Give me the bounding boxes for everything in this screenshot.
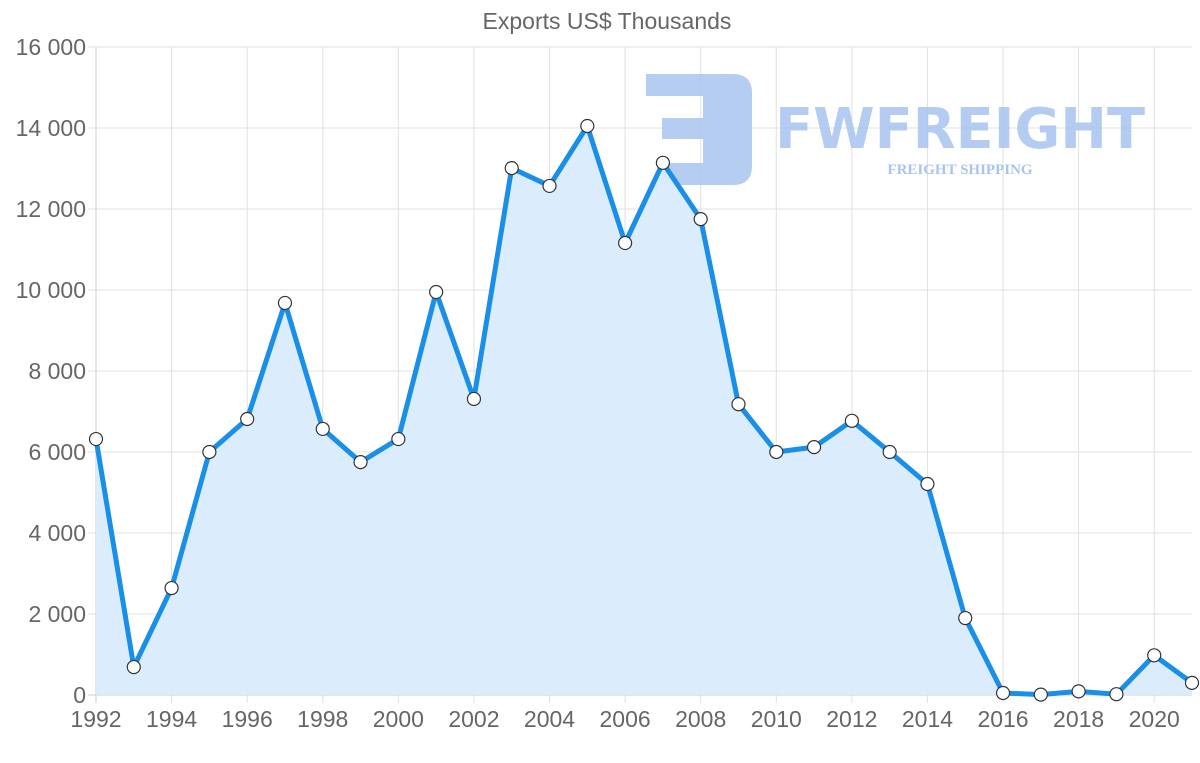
y-tick-label: 12 000	[16, 196, 86, 222]
x-tick-label: 2010	[751, 706, 802, 732]
y-tick-label: 14 000	[16, 115, 86, 141]
x-tick-label: 1992	[70, 706, 121, 732]
data-point-1994[interactable]	[164, 580, 179, 596]
data-point-1992[interactable]	[88, 431, 104, 447]
x-tick-label: 1996	[222, 706, 273, 732]
data-point-1999[interactable]	[353, 455, 368, 470]
x-tick-label: 2002	[448, 706, 499, 732]
data-point-1996[interactable]	[240, 411, 255, 427]
data-point-2001[interactable]	[429, 284, 444, 300]
x-tick-label: 2004	[524, 706, 575, 732]
y-tick-label: 6 000	[28, 439, 86, 465]
y-tick-label: 16 000	[16, 34, 86, 60]
data-point-2017[interactable]	[1033, 687, 1048, 702]
data-point-2018[interactable]	[1071, 684, 1086, 699]
x-tick-label: 2008	[675, 706, 726, 732]
data-point-2002[interactable]	[466, 391, 482, 407]
data-point-2010[interactable]	[769, 444, 784, 460]
data-point-2016[interactable]	[995, 685, 1011, 701]
fwfreight-watermark: FWFREIGHT FREIGHT SHIPPING	[646, 74, 1145, 185]
data-point-2014[interactable]	[920, 476, 935, 492]
data-point-2007[interactable]	[655, 155, 670, 170]
y-axis: 0 2 000 4 000 6 000 8 000 10 000 12 000 14 000 1…	[16, 34, 86, 708]
y-tick-label: 2 000	[28, 601, 86, 627]
data-point-1995[interactable]	[202, 444, 217, 460]
x-tick-label: 2006	[600, 706, 651, 732]
x-tick-label: 1994	[146, 706, 197, 732]
data-point-2013[interactable]	[882, 444, 897, 460]
y-tick-label: 10 000	[16, 277, 86, 303]
data-point-2011[interactable]	[806, 440, 822, 455]
data-point-2008[interactable]	[693, 212, 708, 227]
x-tick-label: 2000	[373, 706, 424, 732]
data-points	[88, 118, 1200, 702]
y-tick-label: 0	[73, 682, 86, 708]
data-point-1998[interactable]	[315, 421, 330, 437]
data-point-2003[interactable]	[504, 160, 519, 176]
area-path	[96, 126, 1192, 695]
area-fill	[96, 126, 1192, 695]
data-point-2006[interactable]	[618, 235, 633, 251]
x-tick-label: 2018	[1053, 706, 1104, 732]
data-point-2015[interactable]	[958, 610, 973, 626]
data-point-2004[interactable]	[542, 178, 557, 194]
x-tick-label: 2020	[1129, 706, 1180, 732]
x-tick-label: 1998	[297, 706, 348, 732]
data-point-1993[interactable]	[126, 659, 141, 675]
chart-title: Exports US$ Thousands	[482, 8, 732, 34]
data-point-2000[interactable]	[391, 431, 406, 447]
data-point-2019[interactable]	[1109, 687, 1124, 702]
data-point-1997[interactable]	[277, 295, 293, 311]
data-point-2021[interactable]	[1184, 675, 1200, 690]
x-axis: 1992 1994 1996 1998 2000 2002 2004 2006 2008 2010…	[70, 706, 1179, 732]
x-tick-label: 2012	[826, 706, 877, 732]
data-point-2020[interactable]	[1147, 648, 1162, 663]
watermark-brand: FWFREIGHT	[775, 97, 1145, 162]
x-tick-label: 2014	[902, 706, 953, 732]
data-point-2012[interactable]	[844, 413, 859, 428]
fwfreight-logo-icon	[646, 74, 752, 185]
data-point-2005[interactable]	[580, 118, 595, 134]
watermark-tagline: FREIGHT SHIPPING	[887, 162, 1032, 178]
data-point-2009[interactable]	[731, 397, 746, 412]
x-tick-label: 2016	[977, 706, 1028, 732]
y-tick-label: 4 000	[28, 520, 86, 546]
y-tick-label: 8 000	[28, 358, 86, 384]
